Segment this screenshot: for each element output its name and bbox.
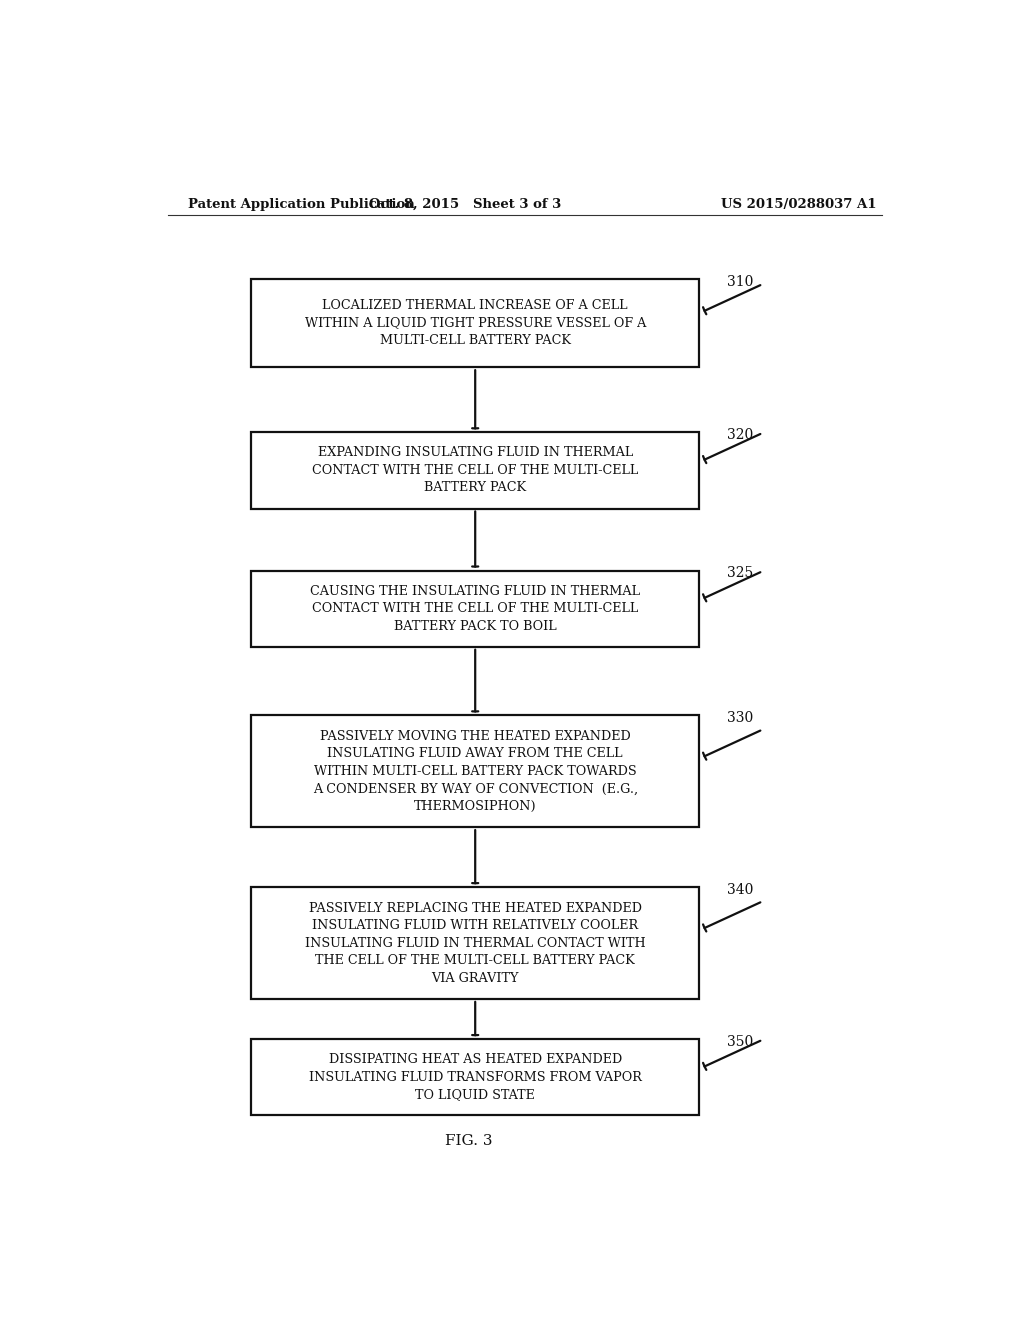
Text: PASSIVELY MOVING THE HEATED EXPANDED
INSULATING FLUID AWAY FROM THE CELL
WITHIN : PASSIVELY MOVING THE HEATED EXPANDED INS…	[312, 730, 638, 813]
Text: US 2015/0288037 A1: US 2015/0288037 A1	[721, 198, 877, 211]
Text: Oct. 8, 2015   Sheet 3 of 3: Oct. 8, 2015 Sheet 3 of 3	[370, 198, 561, 211]
Bar	[251, 570, 699, 647]
Text: CAUSING THE INSULATING FLUID IN THERMAL
CONTACT WITH THE CELL OF THE MULTI-CELL
: CAUSING THE INSULATING FLUID IN THERMAL …	[310, 585, 640, 632]
Text: PASSIVELY REPLACING THE HEATED EXPANDED
INSULATING FLUID WITH RELATIVELY COOLER
: PASSIVELY REPLACING THE HEATED EXPANDED …	[305, 902, 645, 985]
Bar	[251, 1039, 699, 1115]
Text: 330: 330	[727, 711, 754, 725]
Text: 325: 325	[727, 566, 754, 581]
Text: DISSIPATING HEAT AS HEATED EXPANDED
INSULATING FLUID TRANSFORMS FROM VAPOR
TO LI: DISSIPATING HEAT AS HEATED EXPANDED INSU…	[309, 1053, 642, 1101]
Text: 340: 340	[727, 883, 754, 898]
Text: Patent Application Publication: Patent Application Publication	[187, 198, 415, 211]
Bar	[251, 715, 699, 828]
Text: 310: 310	[727, 275, 754, 289]
Text: FIG. 3: FIG. 3	[445, 1134, 493, 1148]
Bar	[251, 887, 699, 999]
Bar	[251, 433, 699, 508]
Text: 350: 350	[727, 1035, 754, 1049]
Text: EXPANDING INSULATING FLUID IN THERMAL
CONTACT WITH THE CELL OF THE MULTI-CELL
BA: EXPANDING INSULATING FLUID IN THERMAL CO…	[312, 446, 638, 495]
Bar	[251, 279, 699, 367]
Text: 320: 320	[727, 428, 754, 442]
Text: LOCALIZED THERMAL INCREASE OF A CELL
WITHIN A LIQUID TIGHT PRESSURE VESSEL OF A
: LOCALIZED THERMAL INCREASE OF A CELL WIT…	[304, 300, 646, 347]
